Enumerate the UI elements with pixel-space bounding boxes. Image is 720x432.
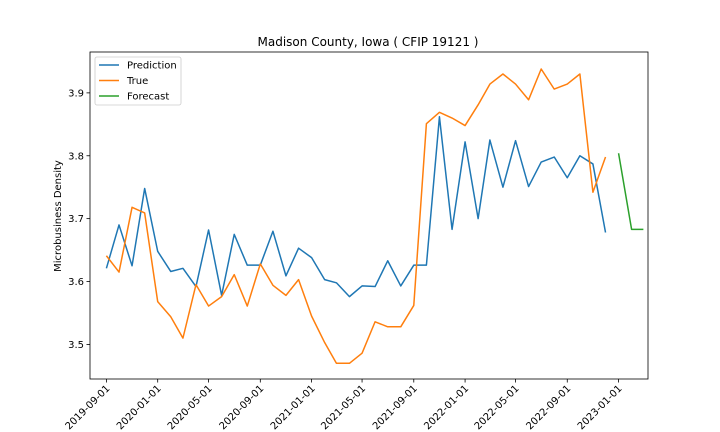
- x-tick-label: 2021-01-01: [269, 383, 318, 432]
- chart-title: Madison County, Iowa ( CFIP 19121 ): [258, 35, 479, 49]
- x-tick-label: 2023-01-01: [576, 383, 625, 432]
- x-tick-label: 2022-05-01: [473, 383, 522, 432]
- legend-label: True: [126, 76, 148, 87]
- y-tick-label: 3.5: [68, 340, 84, 351]
- series-line-forecast: [617, 153, 644, 231]
- legend-box: [94, 56, 182, 106]
- x-tick-label: 2019-09-01: [64, 383, 113, 432]
- legend: Prediction True Forecast: [94, 56, 182, 106]
- y-tick-label: 3.8: [68, 151, 84, 162]
- series-layer: [105, 68, 644, 365]
- x-axis: 2019-09-01 2020-01-01 2020-05-01 2020-09-01…: [64, 379, 625, 432]
- x-tick-label: 2020-01-01: [115, 383, 164, 432]
- y-axis: 3.5 3.6 3.7 3.8 3.9: [68, 88, 90, 351]
- x-tick-label: 2021-05-01: [319, 383, 368, 432]
- series-line-prediction: [105, 116, 607, 298]
- plot-frame: [89, 51, 649, 380]
- legend-label: Forecast: [127, 92, 169, 103]
- series-line-true: [105, 68, 607, 365]
- y-tick-label: 3.7: [68, 214, 84, 225]
- legend-label: Prediction: [127, 61, 177, 72]
- y-tick-label: 3.9: [68, 88, 84, 99]
- y-tick-label: 3.6: [68, 277, 84, 288]
- y-axis-label: Microbusiness Density: [53, 160, 64, 272]
- x-tick-label: 2021-09-01: [371, 383, 420, 432]
- x-tick-label: 2020-05-01: [166, 383, 215, 432]
- x-tick-label: 2022-09-01: [525, 383, 574, 432]
- x-tick-label: 2020-09-01: [218, 383, 267, 432]
- x-tick-label: 2022-01-01: [422, 383, 471, 432]
